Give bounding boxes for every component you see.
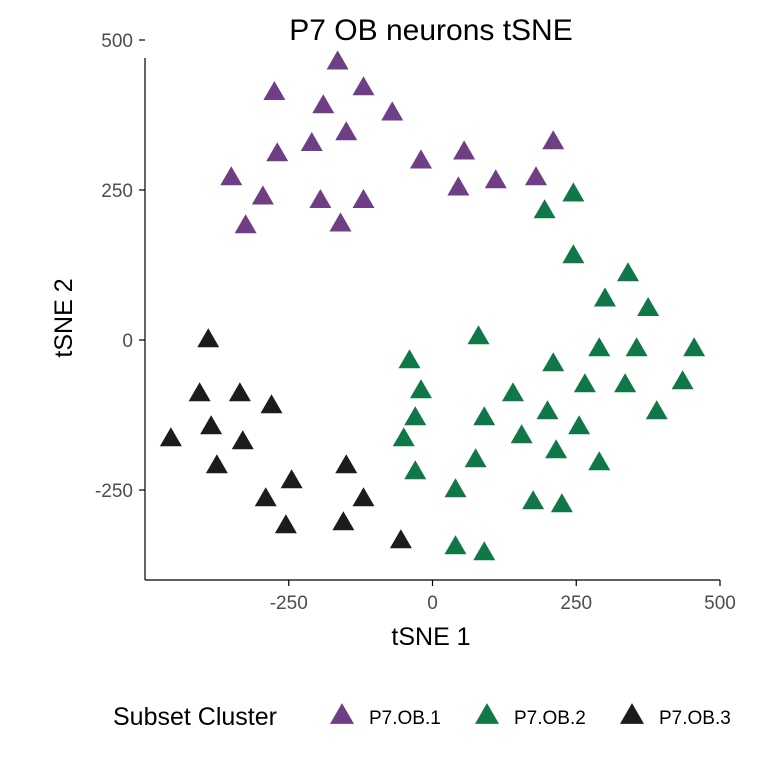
data-point — [467, 325, 490, 345]
data-point — [588, 337, 611, 357]
data-point — [234, 214, 257, 234]
legend-item: P7.OB.1 — [330, 703, 441, 729]
data-point — [381, 101, 404, 121]
data-point — [332, 511, 355, 531]
data-point — [473, 541, 496, 561]
data-point — [542, 352, 565, 372]
data-point — [274, 514, 297, 534]
data-point — [389, 529, 412, 549]
data-point — [502, 382, 524, 402]
legend-key-triangle — [475, 703, 499, 724]
data-point — [510, 424, 533, 444]
y-tick-label: -250 — [95, 481, 133, 502]
data-point — [231, 430, 254, 450]
data-point — [484, 169, 507, 189]
data-point — [228, 382, 251, 402]
x-axis-label: tSNE 1 — [391, 623, 470, 651]
data-point — [525, 166, 547, 186]
legend-label: P7.OB.3 — [659, 708, 731, 729]
data-point — [300, 131, 323, 152]
data-point — [536, 400, 559, 420]
x-tick-label: 500 — [704, 593, 736, 614]
chart-title: P7 OB neurons tSNE — [289, 14, 572, 47]
data-point — [550, 493, 573, 513]
data-point — [352, 188, 375, 209]
data-point — [588, 451, 611, 471]
data-point — [329, 212, 352, 232]
plot-area — [159, 50, 706, 561]
data-point — [326, 50, 349, 70]
data-point — [352, 76, 375, 96]
legend-item: P7.OB.3 — [620, 703, 731, 729]
series-p7-ob-1 — [220, 50, 565, 234]
data-point — [220, 166, 243, 186]
data-point — [533, 199, 556, 219]
data-point — [464, 448, 487, 468]
x-tick-label: -250 — [270, 593, 308, 614]
data-point — [200, 415, 223, 435]
legend: Subset Cluster P7.OB.1 P7.OB.2 P7.OB.3 — [113, 703, 731, 731]
data-point — [545, 439, 568, 459]
y-tick-label: 250 — [101, 181, 133, 202]
data-point — [335, 121, 358, 141]
x-axis-ticks: -250 0 250 500 — [270, 580, 736, 614]
data-point — [522, 490, 545, 510]
data-point — [568, 415, 591, 435]
data-point — [280, 469, 303, 489]
data-point — [197, 328, 220, 348]
data-point — [683, 337, 706, 357]
data-point — [562, 244, 585, 264]
data-point — [254, 487, 277, 507]
series-p7-ob-2 — [392, 182, 706, 561]
data-point — [266, 142, 289, 162]
data-point — [335, 454, 358, 474]
y-axis-ticks: -250 0 250 500 — [95, 31, 145, 502]
data-point — [645, 400, 668, 420]
data-point — [312, 94, 335, 114]
data-point — [637, 296, 660, 317]
data-point — [352, 487, 375, 507]
y-axis-label: tSNE 2 — [50, 278, 78, 357]
x-tick-label: 0 — [427, 593, 438, 614]
x-tick-label: 250 — [560, 593, 592, 614]
data-point — [251, 185, 274, 205]
data-point — [671, 370, 694, 390]
data-point — [453, 140, 476, 160]
data-point — [573, 373, 596, 393]
data-point — [594, 287, 616, 307]
legend-key-triangle — [330, 703, 354, 724]
legend-key-triangle — [620, 703, 644, 724]
data-point — [392, 427, 415, 447]
data-point — [159, 427, 182, 447]
y-tick-label: 500 — [101, 31, 133, 52]
data-point — [404, 406, 427, 426]
legend-item: P7.OB.2 — [475, 703, 586, 729]
legend-label: P7.OB.1 — [369, 708, 441, 729]
legend-title: Subset Cluster — [113, 703, 277, 731]
data-point — [188, 382, 211, 402]
data-point — [562, 182, 585, 202]
data-point — [205, 454, 228, 474]
data-point — [542, 130, 565, 150]
legend-label: P7.OB.2 — [514, 708, 586, 729]
data-point — [444, 478, 467, 498]
data-point — [444, 535, 467, 555]
data-point — [404, 460, 427, 480]
data-point — [410, 379, 432, 399]
data-point — [309, 188, 332, 209]
series-p7-ob-3 — [159, 328, 412, 549]
data-point — [263, 80, 286, 101]
data-point — [625, 337, 648, 357]
y-tick-label: 0 — [122, 331, 133, 352]
data-point — [447, 176, 470, 196]
data-point — [473, 406, 496, 426]
data-point — [410, 149, 432, 169]
data-point — [617, 262, 639, 282]
data-point — [398, 349, 421, 369]
data-point — [260, 394, 283, 414]
data-point — [614, 373, 637, 393]
